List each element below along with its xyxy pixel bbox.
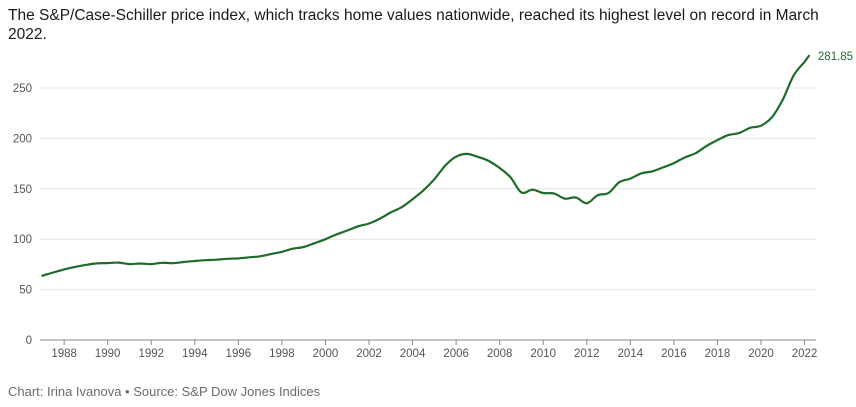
y-tick-label: 200 <box>13 133 32 145</box>
x-tick-label: 2008 <box>487 348 513 360</box>
x-tick-label: 2010 <box>530 348 556 360</box>
y-tick-label: 150 <box>13 184 32 196</box>
y-tick-label: 100 <box>13 234 32 246</box>
x-tick-label: 2018 <box>705 348 731 360</box>
y-axis-ticks: 0 50 100 150 200 250 <box>13 83 32 347</box>
x-axis-ticks: 1988 1990 1992 1994 1996 1998 2000 2002 2004 2006… <box>51 340 817 360</box>
series-line-case-shiller <box>41 54 810 277</box>
x-tick-label: 2012 <box>574 348 600 360</box>
x-tick-label: 1988 <box>51 348 77 360</box>
x-tick-label: 2004 <box>400 348 426 360</box>
x-tick-label: 2014 <box>618 348 644 360</box>
x-tick-label: 1998 <box>269 348 295 360</box>
x-tick-label: 2022 <box>792 348 818 360</box>
y-tick-label: 50 <box>19 285 32 297</box>
chart-credit: Chart: Irina Ivanova • Source: S&P Dow J… <box>8 384 321 399</box>
x-tick-label: 2016 <box>661 348 687 360</box>
y-tick-label: 250 <box>13 83 32 95</box>
x-tick-label: 1992 <box>138 348 164 360</box>
end-value-label: 281.85 <box>818 51 853 63</box>
y-tick-label: 0 <box>26 335 32 347</box>
x-tick-label: 2002 <box>356 348 382 360</box>
x-tick-label: 2000 <box>313 348 339 360</box>
x-tick-label: 2020 <box>748 348 774 360</box>
x-tick-label: 2006 <box>443 348 469 360</box>
x-tick-label: 1994 <box>182 348 208 360</box>
grid-lines <box>40 87 816 291</box>
x-tick-label: 1990 <box>95 348 121 360</box>
chart-title: The S&P/Case-Schiller price index, which… <box>8 7 819 43</box>
x-tick-label: 1996 <box>226 348 252 360</box>
